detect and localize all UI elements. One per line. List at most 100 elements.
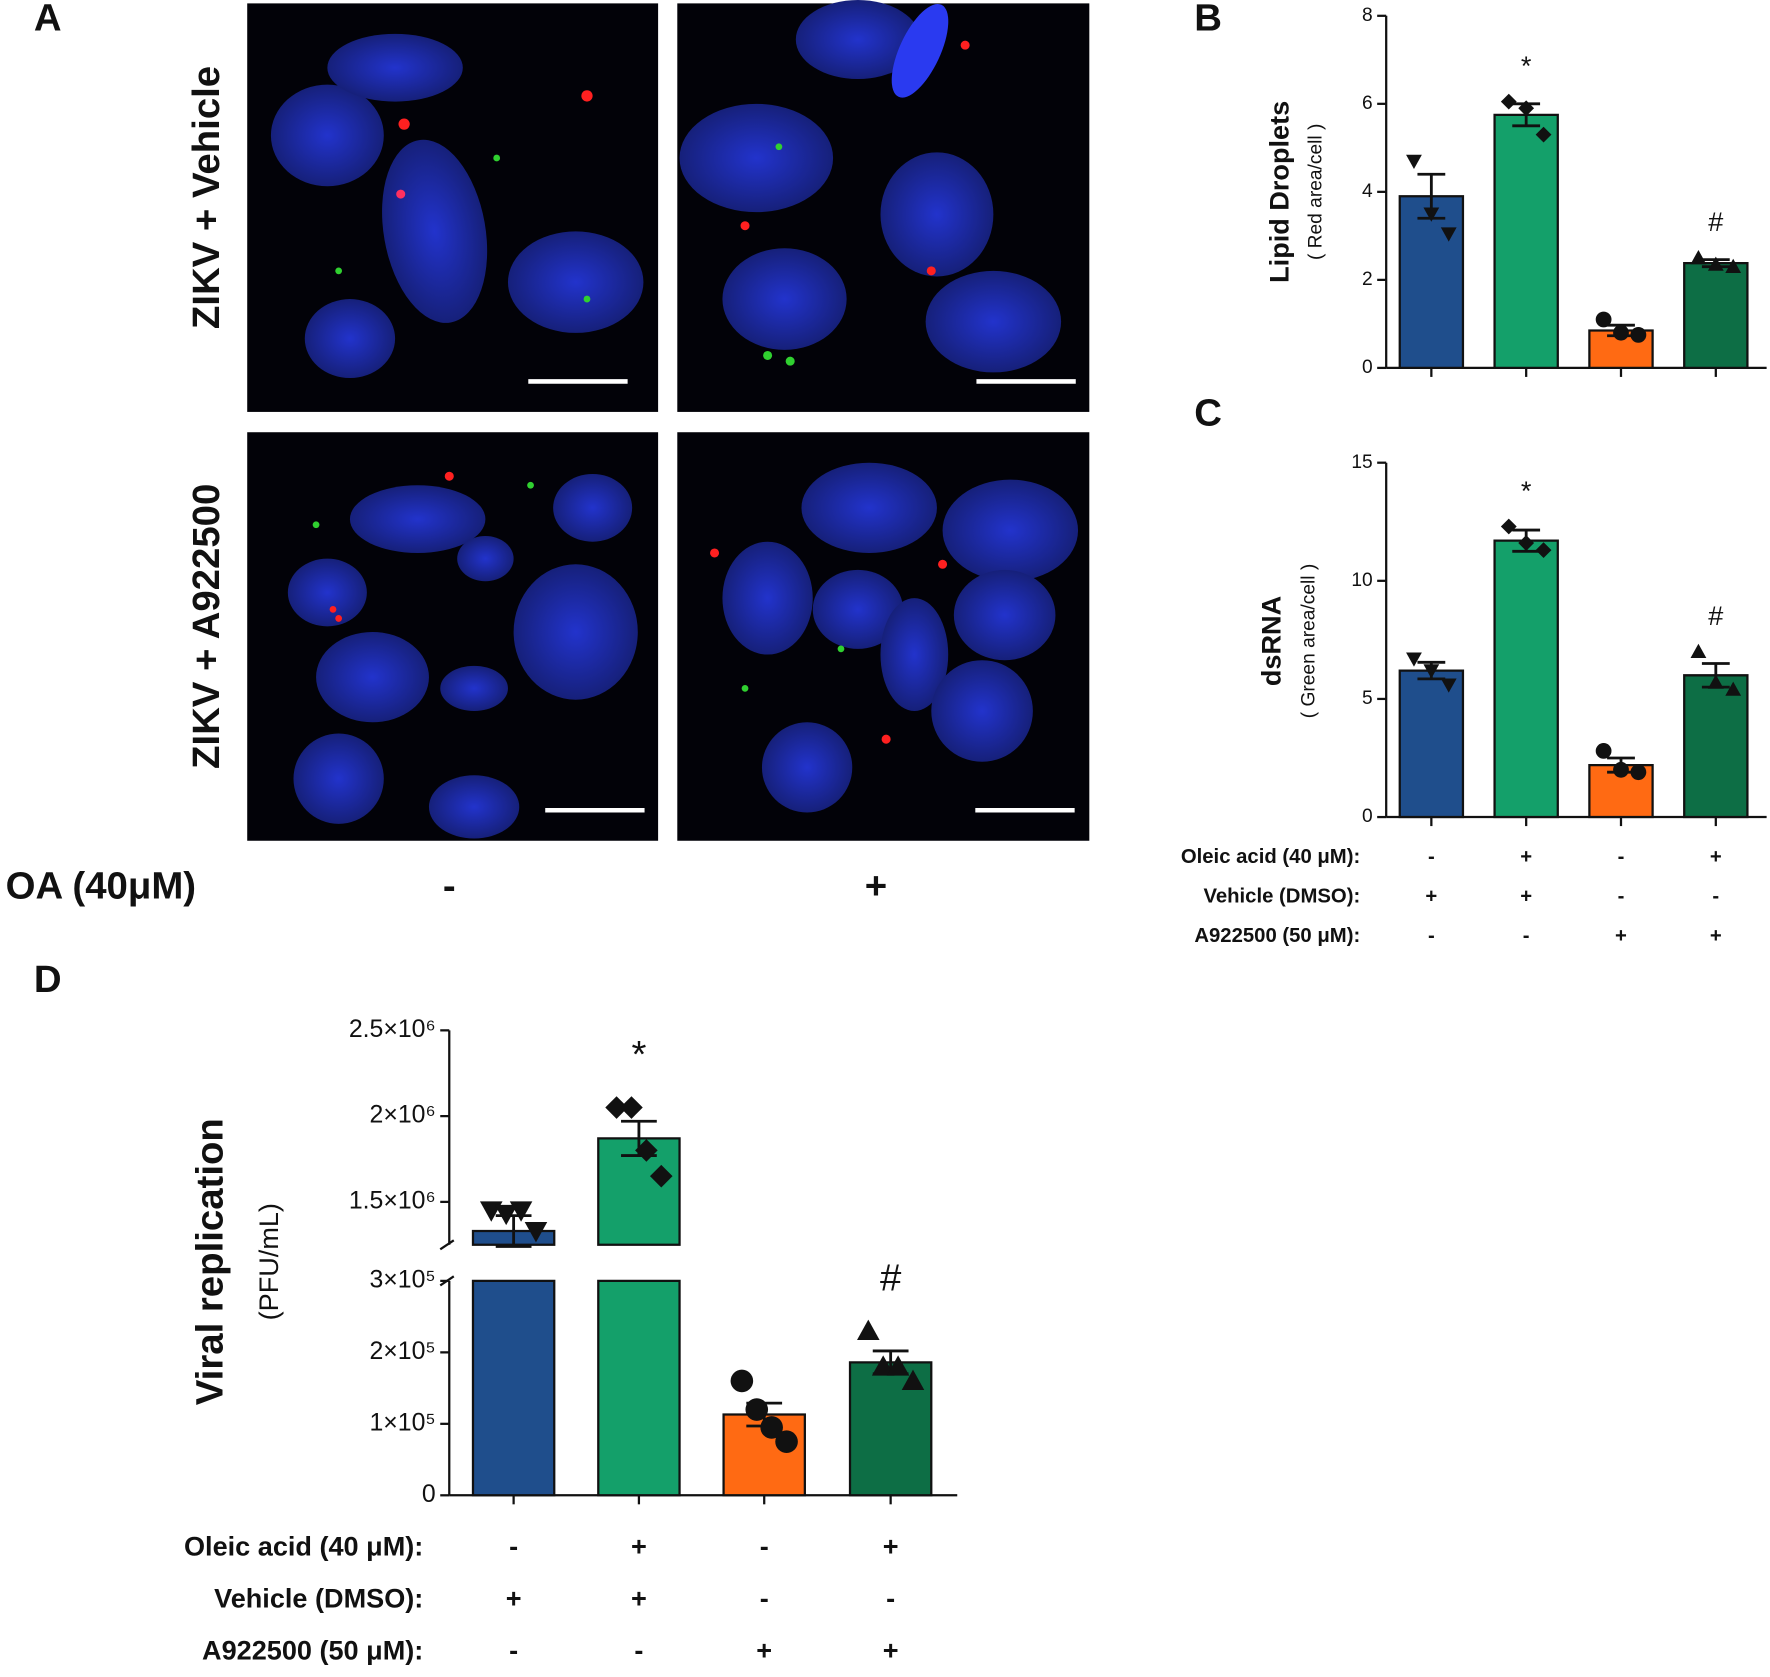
y-tick-label: 2.5×10⁶ bbox=[349, 1016, 436, 1043]
y-axis-sublabel: (PFU/mL) bbox=[253, 1203, 284, 1320]
row-label: ZIKV + A922500 bbox=[185, 484, 228, 769]
significance-mark: * bbox=[1521, 475, 1532, 506]
treatment-value: + bbox=[1710, 925, 1722, 947]
data-point bbox=[1725, 681, 1742, 696]
micrograph bbox=[677, 432, 1090, 841]
column-value: - bbox=[443, 864, 456, 907]
panel-letter: C bbox=[1194, 391, 1222, 434]
treatment-value: - bbox=[1618, 846, 1625, 868]
data-point bbox=[494, 1204, 518, 1226]
y-tick-label: 0 bbox=[1362, 806, 1373, 827]
data-point bbox=[1423, 207, 1440, 222]
y-axis-label: dsRNA bbox=[1255, 596, 1286, 686]
significance-mark: * bbox=[631, 1033, 646, 1076]
panel-letter: B bbox=[1194, 0, 1222, 39]
treatment-value: + bbox=[1615, 925, 1627, 947]
treatment-value: + bbox=[1710, 846, 1722, 868]
y-axis-sublabel: ( Red area/cell ) bbox=[1305, 124, 1326, 260]
treatment-value: - bbox=[760, 1531, 769, 1562]
data-point bbox=[605, 1096, 628, 1119]
treatment-value: - bbox=[509, 1634, 518, 1665]
data-point bbox=[1707, 674, 1724, 689]
significance-mark: # bbox=[880, 1256, 902, 1299]
y-tick-label: 0 bbox=[1362, 357, 1373, 378]
y-tick-label: 5 bbox=[1362, 688, 1373, 709]
bar bbox=[1398, 669, 1465, 819]
treatment-value: - bbox=[1712, 886, 1719, 908]
treatment-label: Oleic acid (40 μM): bbox=[1181, 846, 1360, 868]
column-factor: OA (40μM) bbox=[6, 864, 196, 907]
treatment-value: + bbox=[631, 1582, 647, 1613]
data-point bbox=[1595, 743, 1612, 759]
treatment-value: + bbox=[1425, 886, 1437, 908]
significance-mark: # bbox=[1708, 206, 1723, 237]
data-point bbox=[524, 1222, 548, 1243]
treatment-value: - bbox=[509, 1531, 518, 1562]
treatment-value: - bbox=[886, 1582, 895, 1613]
treatment-label: Oleic acid (40 μM): bbox=[184, 1531, 423, 1562]
data-point bbox=[1406, 154, 1422, 169]
y-axis-label: Viral replication bbox=[188, 1118, 231, 1405]
data-point bbox=[1630, 764, 1647, 781]
treatment-label: A922500 (50 μM): bbox=[202, 1634, 423, 1665]
data-point bbox=[1518, 100, 1535, 117]
data-point bbox=[1595, 311, 1612, 328]
data-point bbox=[1707, 256, 1724, 271]
bar bbox=[1493, 113, 1559, 370]
data-point bbox=[1535, 542, 1552, 559]
y-tick-label: 0 bbox=[422, 1481, 436, 1508]
data-point bbox=[635, 1139, 658, 1162]
y-tick-label: 6 bbox=[1362, 93, 1373, 114]
treatment-value: + bbox=[1520, 846, 1532, 868]
data-point bbox=[1406, 652, 1422, 667]
y-tick-label: 15 bbox=[1351, 452, 1372, 473]
bar bbox=[471, 1229, 556, 1497]
y-tick-label: 10 bbox=[1351, 570, 1372, 591]
y-tick-label: 2 bbox=[1362, 269, 1373, 290]
treatment-value: - bbox=[1618, 886, 1625, 908]
data-point bbox=[886, 1355, 910, 1376]
column-value: + bbox=[865, 864, 887, 907]
data-point bbox=[649, 1164, 673, 1188]
data-point bbox=[857, 1319, 880, 1340]
treatment-value: + bbox=[883, 1531, 899, 1562]
bar bbox=[1398, 195, 1465, 370]
data-point bbox=[1423, 664, 1440, 679]
y-axis-label: Lipid Droplets bbox=[1263, 101, 1294, 283]
data-point bbox=[901, 1369, 925, 1390]
micrograph bbox=[247, 3, 659, 412]
treatment-value: + bbox=[631, 1531, 647, 1562]
y-tick-label: 2×10⁶ bbox=[370, 1102, 436, 1129]
row-label: ZIKV + Vehicle bbox=[185, 66, 228, 329]
data-point bbox=[745, 1398, 769, 1421]
data-point bbox=[1440, 227, 1457, 242]
data-point bbox=[1613, 761, 1629, 778]
significance-mark: * bbox=[1521, 50, 1532, 81]
bar bbox=[1683, 674, 1749, 819]
y-tick-label: 4 bbox=[1362, 181, 1373, 202]
significance-mark: # bbox=[1708, 600, 1723, 631]
micrograph bbox=[247, 432, 659, 841]
y-tick-label: 1.5×10⁶ bbox=[349, 1187, 436, 1214]
treatment-value: - bbox=[760, 1582, 769, 1613]
treatment-value: - bbox=[1428, 846, 1435, 868]
data-point bbox=[1725, 258, 1742, 273]
data-point bbox=[620, 1096, 643, 1119]
treatment-value: - bbox=[1523, 925, 1530, 947]
data-point bbox=[871, 1355, 895, 1376]
data-point bbox=[509, 1201, 533, 1222]
bar bbox=[597, 1137, 681, 1497]
treatment-value: - bbox=[1428, 925, 1435, 947]
data-point bbox=[1518, 535, 1535, 551]
treatment-value: + bbox=[883, 1634, 899, 1665]
data-point bbox=[1613, 324, 1629, 341]
bar bbox=[1683, 262, 1749, 370]
axis-break bbox=[439, 1239, 455, 1251]
data-point bbox=[760, 1416, 783, 1439]
data-point bbox=[730, 1369, 754, 1393]
treatment-label: Vehicle (DMSO): bbox=[1203, 886, 1360, 908]
data-point bbox=[1630, 326, 1647, 343]
y-tick-label: 3×10⁵ bbox=[369, 1266, 435, 1293]
